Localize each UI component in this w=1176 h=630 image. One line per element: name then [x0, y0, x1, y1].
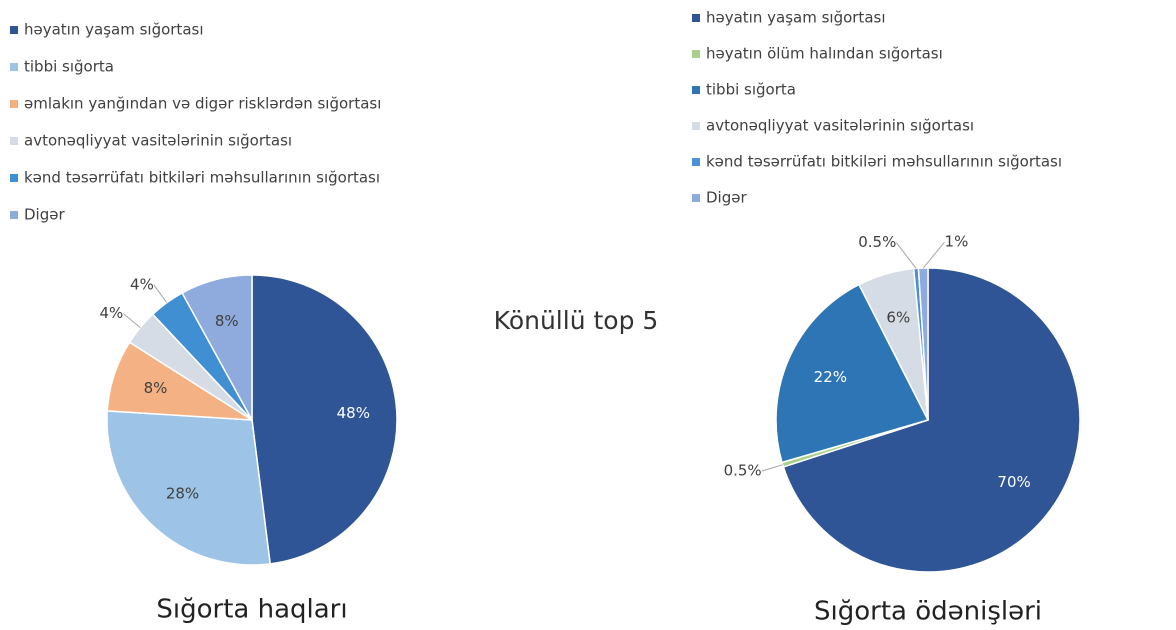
- legend-label: həyatın yaşam sığortası: [24, 21, 204, 39]
- pie-slice: [106, 410, 272, 566]
- legend-label: həyatın ölüm halından sığortası: [706, 45, 943, 63]
- data-label: 8%: [144, 379, 168, 397]
- data-label: 22%: [814, 368, 847, 386]
- data-label: 70%: [997, 473, 1030, 491]
- data-label: 8%: [215, 312, 239, 330]
- legend-swatch: [692, 14, 700, 22]
- pie-slice: [775, 283, 930, 464]
- heading: Könüllü top 5: [494, 306, 659, 335]
- legend-swatch: [10, 211, 18, 219]
- pie-slice: [181, 274, 253, 421]
- leader-line: [895, 242, 917, 269]
- chart-title: Sığorta ödənişləri: [814, 597, 1042, 627]
- legend-label: tibbi sığorta: [24, 58, 114, 76]
- legend-swatch: [10, 26, 18, 34]
- legend-label: kənd təsərrüfatı bitkiləri məhsullarının…: [24, 169, 380, 187]
- leader-line: [123, 313, 141, 328]
- pie-slice: [251, 274, 398, 565]
- data-label: 28%: [166, 484, 199, 502]
- data-label: 6%: [886, 308, 910, 326]
- data-label: 4%: [100, 304, 124, 322]
- chart-title: Sığorta haqları: [156, 595, 347, 625]
- data-label: 0.5%: [724, 462, 762, 480]
- legend-label: Digər: [24, 206, 65, 224]
- legend-swatch: [10, 100, 18, 108]
- legend-swatch: [10, 174, 18, 182]
- leader-line: [761, 464, 783, 472]
- legend-swatch: [692, 86, 700, 94]
- leader-line: [922, 241, 945, 269]
- legend-swatch: [692, 158, 700, 166]
- legend-label: avtonəqliyyat vasitələrinin sığortası: [706, 117, 974, 135]
- data-label: 0.5%: [858, 233, 896, 251]
- legend-label: Digər: [706, 189, 747, 207]
- legend-label: əmlakın yanğından və digər risklərdən sı…: [24, 95, 381, 113]
- legend-label: tibbi sığorta: [706, 81, 796, 99]
- legend-swatch: [692, 50, 700, 58]
- leader-line: [153, 284, 168, 303]
- data-label: 4%: [130, 275, 154, 293]
- legend-swatch: [10, 137, 18, 145]
- legend-swatch: [692, 122, 700, 130]
- legend-swatch: [10, 63, 18, 71]
- legend-swatch: [692, 194, 700, 202]
- legend-label: avtonəqliyyat vasitələrinin sığortası: [24, 132, 292, 150]
- data-label: 48%: [337, 404, 370, 422]
- data-label: 1%: [945, 233, 969, 251]
- pie-slice: [782, 267, 1081, 573]
- legend-label: həyatın yaşam sığortası: [706, 9, 886, 27]
- legend-label: kənd təsərrüfatı bitkiləri məhsullarının…: [706, 153, 1062, 171]
